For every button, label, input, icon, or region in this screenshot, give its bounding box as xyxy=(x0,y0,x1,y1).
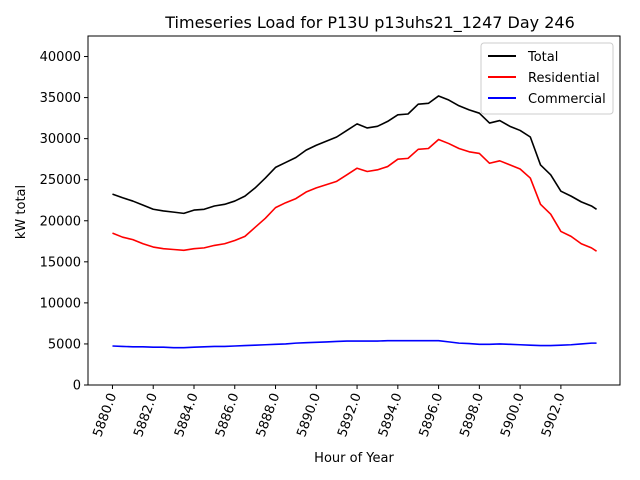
legend-label-commercial: Commercial xyxy=(528,92,606,107)
legend-label-total: Total xyxy=(527,50,558,65)
y-tick-label: 40000 xyxy=(40,50,81,65)
y-tick-label: 30000 xyxy=(40,132,81,147)
series-line-commercial xyxy=(112,339,597,349)
legend: Total Residential Commercial xyxy=(480,42,614,115)
y-tick-label: 10000 xyxy=(40,296,81,311)
legend-box xyxy=(480,42,614,115)
y-tick-label: 5000 xyxy=(48,337,81,352)
y-tick-label: 0 xyxy=(73,379,81,394)
y-tick-label: 35000 xyxy=(40,91,81,106)
y-axis: 0 5000 10000 15000 20000 25000 30000 35000 40000 xyxy=(40,50,88,394)
y-tick-label: 15000 xyxy=(40,255,81,270)
plot-frame xyxy=(87,35,621,386)
plot-lines xyxy=(112,95,597,349)
series-line-residential xyxy=(112,138,597,252)
y-tick-label: 25000 xyxy=(40,173,81,188)
y-tick-label: 20000 xyxy=(40,214,81,229)
y-axis-label: kW total xyxy=(14,185,29,239)
chart-title: Timeseries Load for P13U p13uhs21_1247 D… xyxy=(164,13,575,33)
legend-label-residential: Residential xyxy=(528,71,600,86)
series-line-total xyxy=(112,95,597,215)
x-axis-label: Hour of Year xyxy=(314,451,394,466)
